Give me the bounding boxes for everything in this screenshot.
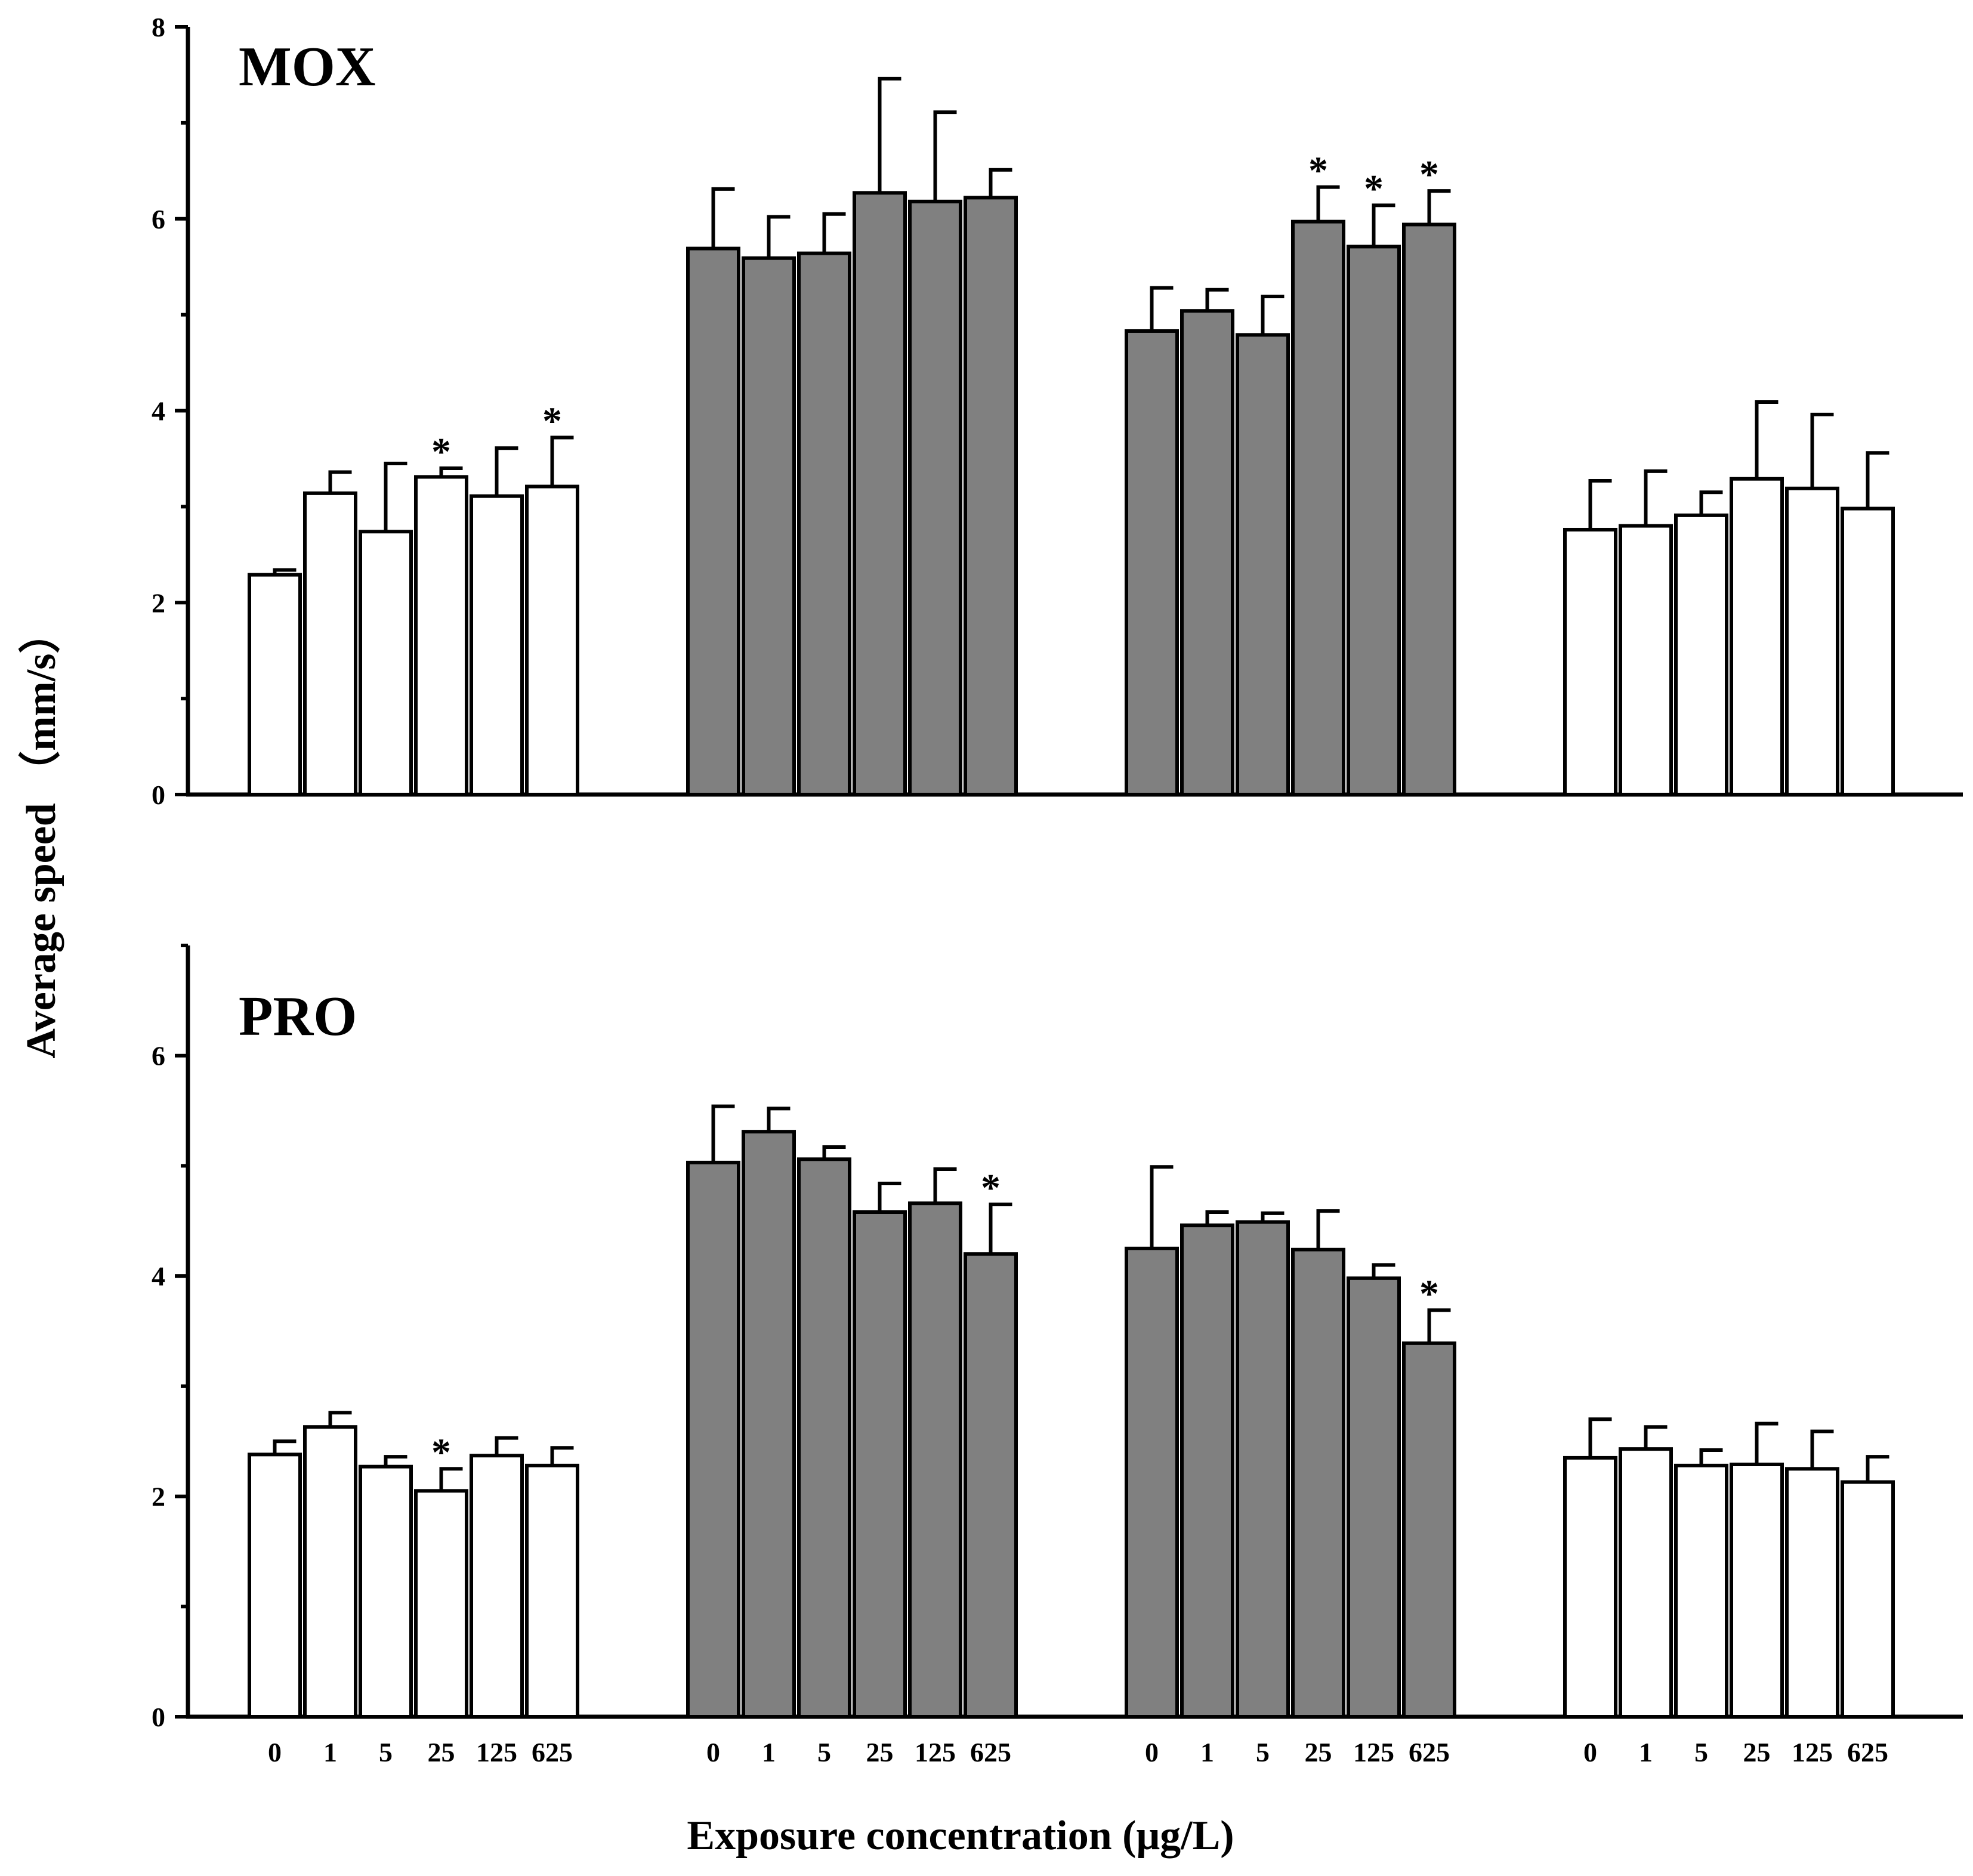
category-label: 125: [915, 1737, 956, 1767]
category-label: 0: [1583, 1737, 1597, 1767]
significance-mark: *: [1419, 1272, 1439, 1315]
bar: [908, 199, 962, 797]
bar: [1563, 527, 1617, 796]
panel-label: PRO: [239, 985, 357, 1047]
category-label: 0: [1145, 1737, 1159, 1767]
bar: [686, 1160, 740, 1719]
category-label: 125: [1353, 1737, 1394, 1767]
category-label: 25: [866, 1737, 894, 1767]
mox-panel: MOX 0 2 4 6 8 * * * * *: [152, 12, 1963, 810]
significance-mark: *: [431, 430, 451, 474]
category-label: 5: [379, 1737, 393, 1767]
bar: [359, 1464, 413, 1719]
bar: [359, 530, 413, 796]
category-label: 625: [1409, 1737, 1450, 1767]
significance-mark: *: [1308, 149, 1328, 193]
bar: [248, 1452, 302, 1719]
bar: [964, 1252, 1018, 1719]
significance-mark: *: [1419, 153, 1439, 196]
y-tick-label: 2: [152, 588, 165, 618]
bar: [908, 1201, 962, 1719]
bar: [248, 573, 302, 796]
y-tick-label: 8: [152, 12, 165, 42]
category-label: 125: [1792, 1737, 1833, 1767]
category-label: 625: [532, 1737, 573, 1767]
x-axis-title: Exposure concentration (μg/L): [687, 1813, 1234, 1859]
bar: [303, 491, 357, 796]
bar: [414, 1489, 468, 1719]
bar: [1125, 329, 1179, 796]
bar: [1291, 1247, 1345, 1719]
bar: [1730, 1463, 1784, 1719]
category-label: 25: [428, 1737, 455, 1767]
category-label: 0: [268, 1737, 282, 1767]
bar: [853, 191, 907, 797]
category-label: 125: [476, 1737, 517, 1767]
bar: [1730, 477, 1784, 796]
panel-label: MOX: [239, 36, 376, 98]
bar: [964, 196, 1018, 797]
bar: [1125, 1246, 1179, 1719]
category-label: 5: [817, 1737, 831, 1767]
bar: [1619, 1447, 1673, 1719]
bar: [1785, 486, 1839, 796]
bar: [1347, 1276, 1401, 1719]
y-tick-label: 0: [152, 780, 165, 810]
category-label: 25: [1743, 1737, 1771, 1767]
significance-mark: *: [1364, 167, 1384, 211]
bar: [1841, 506, 1895, 797]
category-label: 1: [323, 1737, 337, 1767]
y-tick-label: 2: [152, 1482, 165, 1512]
y-tick-label: 6: [152, 204, 165, 234]
bar: [525, 484, 579, 796]
significance-mark: *: [981, 1166, 1001, 1210]
bar: [797, 251, 851, 797]
bar: [742, 256, 796, 796]
bar: [1674, 513, 1728, 796]
category-label: 1: [1200, 1737, 1214, 1767]
category-label: 625: [970, 1737, 1011, 1767]
bar: [1563, 1455, 1617, 1719]
bar: [742, 1130, 796, 1719]
category-label: 5: [1694, 1737, 1708, 1767]
bar: [470, 494, 524, 797]
category-label: 5: [1256, 1737, 1270, 1767]
y-tick-label: 4: [152, 396, 165, 426]
y-axis-title: Average speed （mm/s）: [18, 611, 64, 1058]
bar: [1291, 220, 1345, 797]
bar: [414, 475, 468, 796]
significance-mark: *: [542, 400, 562, 443]
bar: [1180, 309, 1234, 796]
bar: [303, 1425, 357, 1719]
bar: [1674, 1463, 1728, 1719]
bar: [1841, 1480, 1895, 1719]
bar: [1236, 1220, 1290, 1719]
bar: [853, 1210, 907, 1719]
y-tick-label: 0: [152, 1702, 165, 1732]
category-label: 1: [1639, 1737, 1653, 1767]
bar: [1785, 1467, 1839, 1719]
bar: [797, 1157, 851, 1719]
significance-mark: *: [431, 1430, 451, 1474]
bar: [470, 1454, 524, 1719]
bar: [525, 1463, 579, 1719]
category-label: 625: [1847, 1737, 1888, 1767]
category-label: 0: [706, 1737, 720, 1767]
category-label: 1: [762, 1737, 776, 1767]
bar: [1402, 1341, 1456, 1719]
bar: [1402, 222, 1456, 796]
bar: [1347, 245, 1401, 796]
bar: [1180, 1223, 1234, 1719]
y-tick-label: 4: [152, 1261, 165, 1291]
bar: [1619, 524, 1673, 796]
bar: [1236, 333, 1290, 796]
y-tick-label: 6: [152, 1041, 165, 1071]
category-label: 25: [1305, 1737, 1332, 1767]
bar: [686, 246, 740, 796]
